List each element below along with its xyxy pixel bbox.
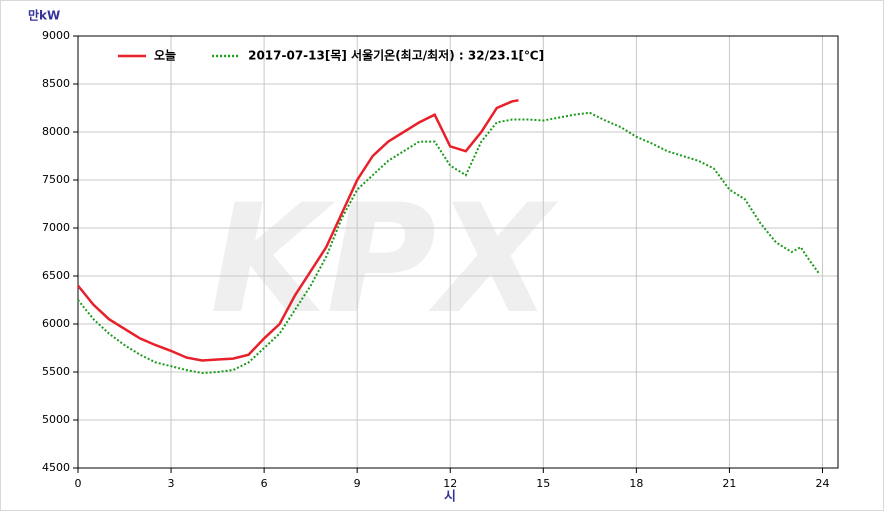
x-tick-label: 9 <box>354 477 361 490</box>
x-tick-label: 6 <box>261 477 268 490</box>
legend-label: 오늘 <box>154 49 176 63</box>
x-tick-label: 3 <box>168 477 175 490</box>
y-tick-label: 6000 <box>42 317 70 330</box>
y-tick-label: 8000 <box>42 125 70 138</box>
y-tick-label: 5500 <box>42 365 70 378</box>
y-tick-label: 8500 <box>42 77 70 90</box>
x-tick-label: 15 <box>536 477 550 490</box>
y-tick-label: 6500 <box>42 269 70 282</box>
x-tick-label: 24 <box>815 477 829 490</box>
y-tick-label: 5000 <box>42 413 70 426</box>
y-tick-label: 9000 <box>42 29 70 42</box>
line-series <box>77 111 821 375</box>
watermark: KPX <box>210 173 558 347</box>
y-tick-label: 7500 <box>42 173 70 186</box>
plot-border <box>77 35 839 469</box>
legend-label: 2017-07-13[목] 서울기온(최고/최저) : 32/23.1[℃] <box>248 48 544 63</box>
x-axis-label: 시 <box>444 490 456 505</box>
y-tick-label: 4500 <box>42 461 70 474</box>
y-tick-label: 7000 <box>42 221 70 234</box>
x-tick-label: 21 <box>722 477 736 490</box>
x-tick-label: 18 <box>629 477 643 490</box>
x-tick-label: 0 <box>75 477 82 490</box>
line-series <box>77 99 519 362</box>
y-axis-label: 만kW <box>28 8 60 23</box>
x-tick-label: 12 <box>443 477 457 490</box>
